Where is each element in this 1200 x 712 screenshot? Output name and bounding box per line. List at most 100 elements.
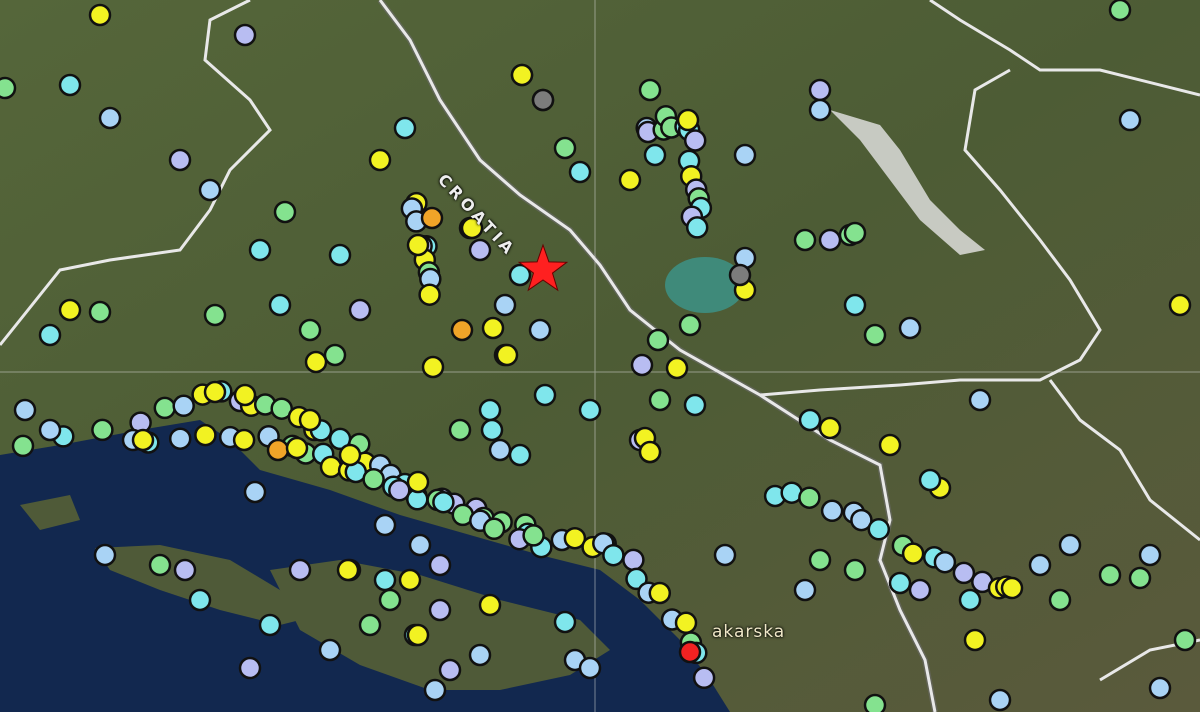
- earthquake-marker[interactable]: [531, 88, 555, 112]
- earthquake-marker[interactable]: [428, 598, 452, 622]
- earthquake-marker[interactable]: [863, 323, 887, 347]
- earthquake-marker[interactable]: [188, 588, 212, 612]
- earthquake-marker[interactable]: [643, 143, 667, 167]
- earthquake-marker[interactable]: [406, 233, 430, 257]
- earthquake-marker[interactable]: [172, 394, 195, 418]
- earthquake-marker[interactable]: [1048, 588, 1072, 612]
- earthquake-marker[interactable]: [348, 298, 372, 322]
- earthquake-marker[interactable]: [630, 353, 654, 377]
- earthquake-marker[interactable]: [233, 383, 257, 407]
- earthquake-marker[interactable]: [798, 408, 822, 432]
- earthquake-marker[interactable]: [336, 558, 360, 582]
- earthquake-marker[interactable]: [398, 568, 422, 592]
- earthquake-marker[interactable]: [285, 436, 309, 460]
- earthquake-marker[interactable]: [131, 428, 155, 452]
- earthquake-marker[interactable]: [918, 468, 942, 492]
- earthquake-marker[interactable]: [421, 355, 445, 379]
- earthquake-marker[interactable]: [674, 611, 698, 635]
- earthquake-marker[interactable]: [168, 427, 192, 450]
- earthquake-marker[interactable]: [793, 228, 817, 252]
- earthquake-marker[interactable]: [1000, 576, 1024, 600]
- earthquake-marker[interactable]: [319, 455, 343, 479]
- earthquake-marker[interactable]: [901, 542, 925, 565]
- earthquake-marker[interactable]: [468, 643, 492, 667]
- earthquake-marker[interactable]: [420, 206, 444, 230]
- earthquake-marker[interactable]: [618, 168, 642, 192]
- earthquake-marker[interactable]: [888, 571, 912, 595]
- earthquake-marker[interactable]: [11, 434, 35, 458]
- earthquake-marker[interactable]: [867, 518, 891, 541]
- earthquake-marker[interactable]: [468, 238, 492, 262]
- earthquake-marker[interactable]: [733, 143, 757, 167]
- earthquake-marker[interactable]: [508, 443, 532, 467]
- earthquake-marker[interactable]: [153, 396, 177, 420]
- earthquake-marker[interactable]: [423, 678, 447, 702]
- earthquake-marker[interactable]: [850, 508, 873, 532]
- earthquake-marker[interactable]: [843, 221, 867, 245]
- earthquake-marker[interactable]: [818, 228, 842, 252]
- earthquake-marker[interactable]: [266, 438, 290, 462]
- earthquake-marker[interactable]: [933, 550, 957, 574]
- earthquake-marker[interactable]: [808, 98, 832, 122]
- earthquake-marker[interactable]: [968, 388, 992, 412]
- earthquake-marker[interactable]: [478, 593, 502, 617]
- earthquake-marker[interactable]: [478, 398, 502, 422]
- earthquake-marker[interactable]: [676, 108, 700, 132]
- earthquake-marker[interactable]: [843, 293, 867, 317]
- earthquake-marker[interactable]: [88, 3, 112, 27]
- earthquake-marker[interactable]: [418, 283, 441, 306]
- earthquake-marker[interactable]: [362, 468, 385, 491]
- earthquake-marker[interactable]: [793, 578, 817, 602]
- earthquake-marker[interactable]: [568, 160, 592, 184]
- earthquake-marker[interactable]: [646, 328, 670, 352]
- earthquake-marker[interactable]: [298, 408, 322, 432]
- earthquake-marker[interactable]: [988, 688, 1012, 712]
- earthquake-marker[interactable]: [1108, 0, 1132, 22]
- earthquake-marker[interactable]: [248, 238, 272, 262]
- earthquake-marker[interactable]: [318, 638, 342, 662]
- earthquake-marker[interactable]: [508, 263, 532, 287]
- earthquake-marker[interactable]: [58, 298, 82, 322]
- earthquake-marker[interactable]: [625, 567, 648, 591]
- earthquake-marker[interactable]: [1058, 533, 1082, 557]
- earthquake-marker[interactable]: [908, 578, 932, 602]
- earthquake-marker[interactable]: [665, 356, 689, 380]
- earthquake-marker[interactable]: [963, 628, 987, 652]
- earthquake-marker[interactable]: [428, 553, 452, 577]
- earthquake-marker[interactable]: [533, 383, 557, 407]
- earthquake-marker[interactable]: [378, 588, 402, 612]
- earthquake-marker[interactable]: [481, 316, 505, 340]
- earthquake-marker[interactable]: [808, 548, 832, 572]
- earthquake-marker[interactable]: [493, 293, 517, 317]
- earthquake-marker[interactable]: [406, 470, 430, 494]
- earthquake-marker[interactable]: [93, 543, 117, 567]
- earthquake-marker[interactable]: [432, 490, 455, 514]
- earthquake-marker[interactable]: [1148, 676, 1172, 700]
- earthquake-marker[interactable]: [488, 438, 512, 462]
- earthquake-marker[interactable]: [408, 533, 432, 557]
- earthquake-marker[interactable]: [373, 513, 397, 537]
- earthquake-marker[interactable]: [1173, 628, 1197, 652]
- earthquake-marker[interactable]: [438, 658, 462, 682]
- earthquake-marker[interactable]: [0, 76, 17, 100]
- earthquake-marker[interactable]: [304, 350, 328, 374]
- earthquake-marker[interactable]: [194, 423, 217, 447]
- earthquake-marker[interactable]: [91, 418, 114, 442]
- earthquake-marker[interactable]: [1128, 566, 1152, 590]
- earthquake-marker[interactable]: [198, 178, 222, 202]
- earthquake-marker[interactable]: [818, 416, 842, 440]
- earthquake-marker[interactable]: [510, 63, 534, 87]
- earthquake-marker[interactable]: [1168, 293, 1192, 317]
- earthquake-marker[interactable]: [683, 129, 707, 152]
- earthquake-marker[interactable]: [88, 300, 112, 324]
- earthquake-marker[interactable]: [393, 116, 417, 140]
- earthquake-marker[interactable]: [288, 558, 312, 582]
- earthquake-marker[interactable]: [843, 558, 867, 582]
- earthquake-marker[interactable]: [388, 479, 411, 502]
- earthquake-marker[interactable]: [298, 318, 322, 342]
- earthquake-marker[interactable]: [553, 136, 577, 160]
- earthquake-marker[interactable]: [168, 148, 192, 172]
